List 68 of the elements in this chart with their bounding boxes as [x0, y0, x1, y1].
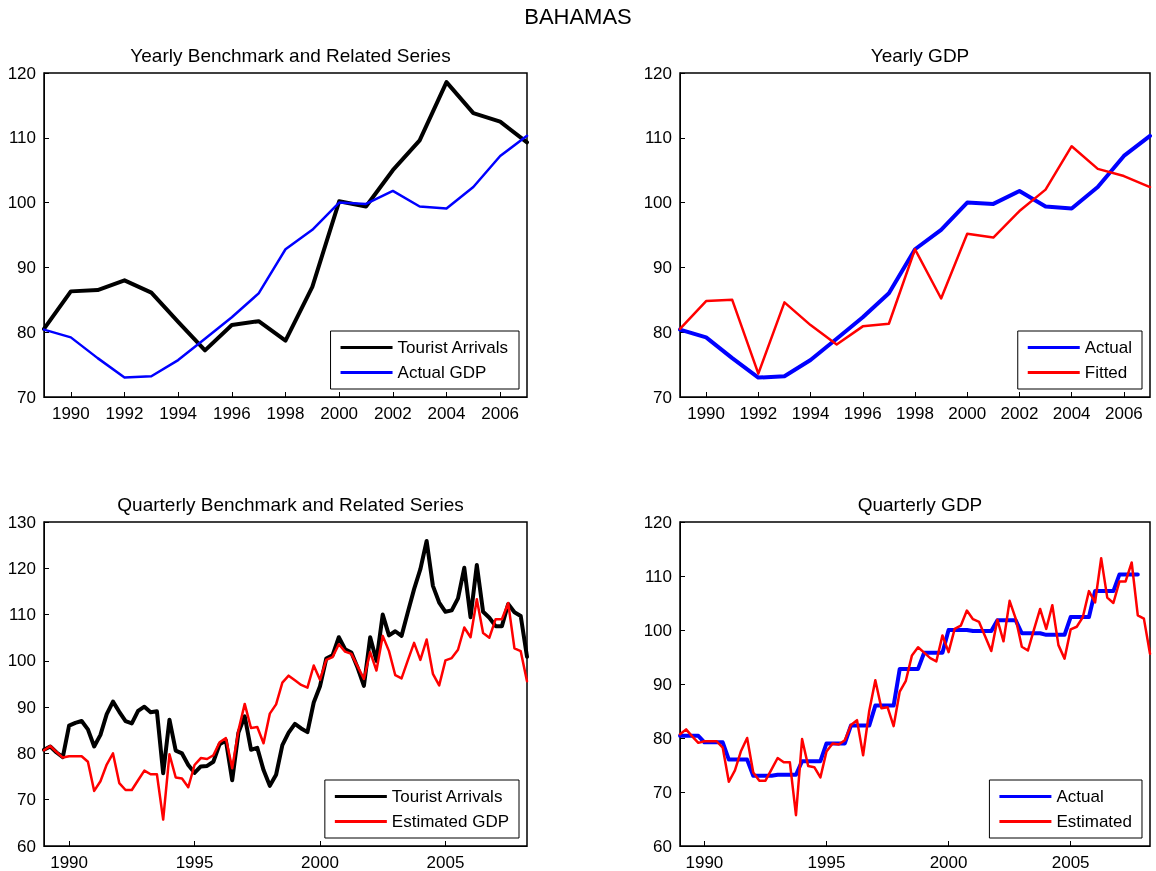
x-tick-label: 2005	[426, 853, 465, 871]
line-series	[42, 134, 529, 379]
x-tick-label: 1990	[50, 853, 88, 871]
y-tick-label: 110	[644, 128, 672, 148]
legend-label: Fitted	[1084, 363, 1128, 382]
legend-label: Actual	[1084, 338, 1132, 357]
x-tick-label: 1990	[685, 853, 724, 871]
x-tick-label: 1996	[212, 404, 251, 423]
y-tick-label: 60	[17, 836, 36, 856]
chart-title: Quarterly Benchmark and Related Series	[117, 494, 464, 515]
y-tick-label: 80	[17, 743, 36, 763]
y-tick-label: 120	[643, 63, 672, 83]
y-tick-label: 100	[7, 651, 36, 671]
legend-label: Estimated GDP	[391, 812, 510, 831]
x-tick-label: 2002	[1000, 404, 1039, 423]
x-tick-label: 1992	[105, 404, 144, 423]
x-tick-label: 2006	[1104, 404, 1143, 423]
y-tick-label: 70	[17, 790, 36, 810]
legend-label: Tourist Arrivals	[397, 338, 509, 357]
x-tick-label: 1994	[159, 404, 198, 423]
legend-label: Estimated	[1056, 812, 1133, 831]
y-tick-label: 110	[8, 128, 36, 148]
y-tick-label: 70	[17, 387, 36, 407]
x-tick-label: 2000	[929, 853, 968, 871]
x-tick-label: 2000	[948, 404, 987, 423]
y-tick-label: 80	[17, 322, 36, 342]
y-tick-label: 90	[653, 257, 672, 277]
y-tick-label: 110	[8, 605, 36, 625]
y-tick-label: 90	[653, 674, 672, 694]
x-tick-label: 1998	[266, 404, 305, 423]
x-tick-label: 2006	[481, 404, 520, 423]
y-tick-label: 100	[643, 620, 672, 640]
y-tick-label: 120	[7, 558, 36, 578]
y-tick-label: 90	[17, 697, 36, 717]
x-tick-label: 1990	[51, 404, 90, 423]
x-tick-label: 2004	[1052, 404, 1091, 423]
x-tick-label: 1992	[739, 404, 778, 423]
x-tick-label: 2002	[373, 404, 412, 423]
y-tick-label: 110	[644, 566, 672, 586]
legend-label: Tourist Arrivals	[391, 787, 503, 806]
chart-title: Quarterly GDP	[857, 494, 983, 515]
x-tick-label: 1996	[843, 404, 882, 423]
y-tick-label: 80	[653, 728, 672, 748]
y-tick-label: 120	[7, 63, 36, 83]
x-tick-label: 2000	[320, 404, 359, 423]
y-tick-label: 70	[653, 387, 672, 407]
y-tick-label: 100	[7, 193, 36, 213]
y-tick-label: 80	[653, 322, 672, 342]
x-tick-label: 2000	[301, 853, 339, 871]
x-tick-label: 1998	[896, 404, 934, 423]
x-tick-label: 1995	[175, 853, 214, 871]
x-tick-label: 1994	[791, 404, 830, 423]
y-tick-label: 70	[653, 782, 672, 802]
x-tick-label: 2005	[1051, 853, 1090, 871]
chart-title: Yearly GDP	[870, 45, 970, 66]
text: BAHAMAS	[523, 4, 633, 30]
y-tick-label: 130	[7, 512, 36, 532]
line-series	[678, 556, 1152, 817]
y-tick-label: 120	[643, 512, 672, 532]
x-tick-label: 2004	[427, 404, 466, 423]
y-tick-label: 90	[17, 257, 36, 277]
y-tick-label: 60	[653, 836, 672, 856]
x-tick-label: 1990	[687, 404, 726, 423]
legend-label: Actual GDP	[397, 363, 487, 382]
x-tick-label: 1995	[807, 853, 846, 871]
chart-title: Yearly Benchmark and Related Series	[130, 45, 451, 66]
y-tick-label: 100	[643, 193, 672, 213]
legend-label: Actual	[1056, 787, 1104, 806]
